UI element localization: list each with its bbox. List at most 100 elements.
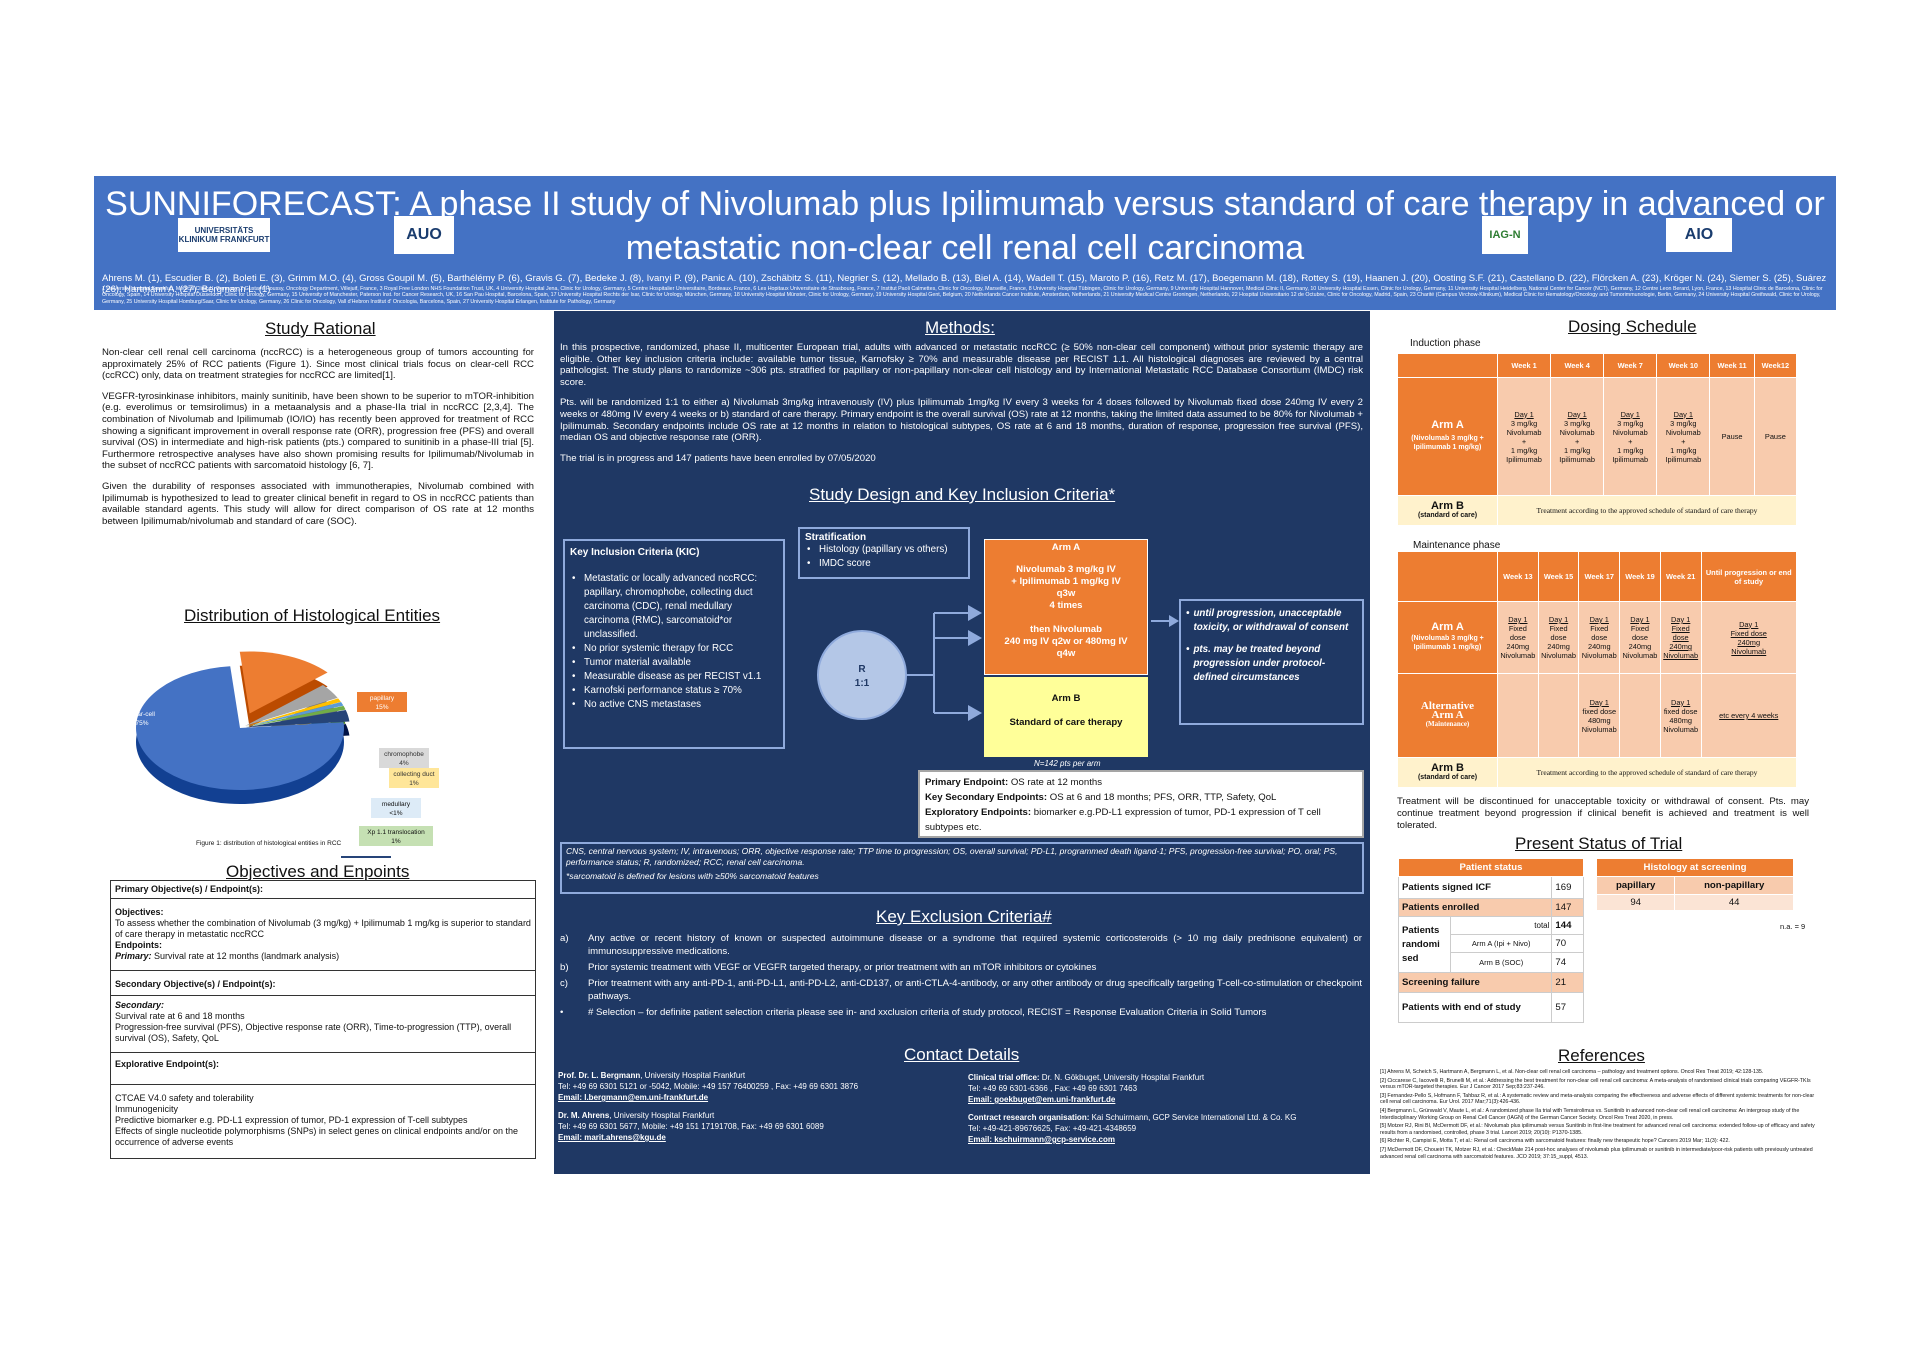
week-header: Week 10 — [1656, 353, 1711, 378]
table-row: Arm B (standard of care) Treatment accordi… — [1397, 495, 1797, 526]
pause-cell: Pause — [1709, 377, 1755, 496]
table-row: Patients signed ICF 169 — [1397, 876, 1584, 899]
pie-label-collecting: 1% — [409, 780, 419, 787]
week-header: Week 19 — [1619, 551, 1661, 602]
induction-label: Induction phase — [1410, 338, 1481, 349]
endpoints-box: Primary Endpoint: OS rate at 12 months K… — [918, 770, 1364, 838]
exclusion-list: a) Any active or recent history of known … — [560, 932, 1362, 1022]
arm-b-schedule: Treatment according to the approved sche… — [1497, 757, 1797, 788]
week-header: Until progression or end of study — [1700, 551, 1798, 602]
table-row: Patients enrolled 147 — [1397, 898, 1584, 917]
methods-paragraph-2: Pts. will be randomized 1:1 to either a)… — [560, 397, 1363, 444]
dose-cell: Day 1 fixed dose 480mg Nivolumab — [1578, 673, 1621, 758]
contact-line: Email: kschuirmann@gcp-service.com — [968, 1134, 1368, 1145]
table-row: Patients randomi sed total 144 — [1398, 916, 1584, 973]
continuation-box: • until progression, unacceptable toxicit… — [1179, 599, 1364, 725]
pie-label-collecting: collecting duct — [393, 771, 434, 778]
week-header: Week 15 — [1537, 551, 1580, 602]
table-row: Week 1 Week 4 Week 7 Week 10 Week 11 Week12 — [1397, 353, 1798, 378]
stratification-list: Histology (papillary vs others)IMDC scor… — [805, 543, 963, 571]
pie-label-box-papillary — [357, 692, 407, 712]
dose-cell: Day 1 Fixed dose 240mg Nivolumab — [1659, 601, 1702, 674]
methods-paragraph-3: The trial is in progress and 147 patient… — [560, 452, 876, 464]
pie-slice-unclassified — [245, 710, 350, 728]
contact-line: Tel: +49 69 6301-6366 , Fax: +49 69 6301… — [968, 1084, 1138, 1093]
kic-item: Measurable disease as per RECIST v1.1 — [570, 670, 778, 684]
dose-cell: Day 1 Fixed dose 240mg Nivolumab — [1619, 601, 1661, 674]
week-header: Week 7 — [1603, 353, 1658, 378]
stratification-box: Stratification Histology (papillary vs o… — [798, 527, 970, 579]
table-row: Screening failure 21 — [1397, 972, 1584, 993]
kic-title: Key Inclusion Criteria (KIC) — [570, 547, 700, 558]
email-link[interactable]: Email: kschuirmann@gcp-service.com — [968, 1135, 1115, 1144]
explorative-endpoint-body: CTCAE V4.0 safety and tolerability Immun… — [115, 1093, 519, 1147]
week-header: Week 1 — [1496, 353, 1552, 378]
kic-item: Karnofski performance status ≥ 70% — [570, 684, 778, 698]
stratification-item: IMDC score — [805, 557, 963, 571]
pie-label-box-unclassified — [341, 856, 391, 858]
week-header: Week 11 — [1709, 353, 1755, 378]
week-header: Week 17 — [1578, 551, 1621, 602]
pie-label-xp: 1% — [391, 838, 401, 845]
contact-line: Prof. Dr. L. Bergmann, University Hospit… — [558, 1071, 746, 1080]
pie-label-clear: 75% — [135, 720, 148, 727]
exclusion-item: a) Any active or recent history of known … — [560, 933, 1362, 957]
pie-label-box-medullary — [371, 798, 421, 818]
dose-cell: Day 1 Fixed dose 240mg Nivolumab — [1578, 601, 1621, 674]
arm-b-label: Arm B (standard of care) — [1397, 495, 1498, 526]
contact-line: Tel: +49-421-89676625, Fax: +49-421-4348… — [968, 1124, 1137, 1133]
table-row: Week 13 Week 15 Week 17 Week 19 Week 21 Until… — [1397, 551, 1798, 602]
contact-right: Clinical trial office: Dr. N. Gökbuget, … — [968, 1072, 1368, 1145]
title-line-1: SUNNIFORECAST: A phase II study of Nivol… — [105, 185, 1825, 223]
table-row: Arm A (Nivolumab 3 mg/kg + Ipilimumab 1 m… — [1397, 601, 1798, 674]
heading-references: References — [1558, 1046, 1645, 1065]
contact-line: Tel: +49 69 6301 5677, Mobile: +49 151 1… — [558, 1122, 824, 1131]
email-link[interactable]: Email: marit.ahrens@kgu.de — [558, 1133, 666, 1142]
heading-histology: Distribution of Histological Entities — [184, 606, 441, 625]
maintenance-table: Week 13 Week 15 Week 17 Week 19 Week 21 Until… — [1397, 551, 1798, 788]
contact-left: Prof. Dr. L. Bergmann, University Hospit… — [558, 1070, 958, 1143]
exclusion-item: • # Selection – for definite patient sele… — [560, 1007, 1267, 1018]
methods-paragraph-1: In this prospective, randomized, phase I… — [560, 342, 1363, 388]
pause-cell: Pause — [1753, 377, 1798, 496]
pie-label-medullary: medullary — [382, 801, 411, 808]
kic-item: No prior systemic therapy for RCC — [570, 642, 778, 656]
pie-label-papillary: papillary — [370, 695, 395, 702]
email-link[interactable]: Email: goekbuget@em.uni-frankfurt.de — [968, 1095, 1116, 1104]
contact-panel: Contact Details Prof. Dr. L. Bergmann, U… — [554, 1044, 1370, 1174]
reference-item: [5] Motzer RJ, Rini BI, McDermott DF, et… — [1380, 1123, 1815, 1136]
abbreviations-box: CNS, central nervous system; IV, intrave… — [560, 842, 1364, 894]
pie-label-xp: Xp 1.1 translocation — [367, 829, 425, 836]
contact-line: Contract research organisation: Kai Schu… — [968, 1113, 1297, 1122]
kic-item: Tumor material available — [570, 656, 778, 670]
arm-a-label: Arm A (Nivolumab 3 mg/kg + Ipilimumab 1 m… — [1397, 377, 1498, 496]
contact-line: Tel: +49 69 6301 5121 or -5042, Mobile: … — [558, 1082, 859, 1091]
affiliation-list: 1 University Hospital Frankfurt, Medical… — [102, 286, 1823, 305]
histology-screening-table: Histology at screening papillary non-papi… — [1595, 858, 1794, 911]
table-row: Patients with end of study 57 — [1397, 992, 1584, 1023]
pie-slice-collecting — [245, 698, 341, 727]
poster-title: SUNNIFORECAST: A phase II study of Nivol… — [94, 182, 1836, 270]
induction-table: Week 1 Week 4 Week 7 Week 10 Week 11 Week12 Ar… — [1397, 353, 1798, 526]
rationale-paragraph-2: VEGFR-tyrosinkinase inhibitors, mainly s… — [102, 390, 534, 472]
contact-line: Email: l.bergmann@em.uni-frankfurt.de — [558, 1092, 958, 1103]
pie-label-medullary: <1% — [389, 810, 402, 817]
email-link[interactable]: Email: l.bergmann@em.uni-frankfurt.de — [558, 1093, 709, 1102]
logo-auo: AUO — [394, 216, 454, 254]
contact-line: Email: marit.ahrens@kgu.de — [558, 1132, 958, 1143]
contact-line: Clinical trial office: Dr. N. Gökbuget, … — [968, 1073, 1205, 1082]
secondary-objective-header: Secondary Objective(s) / Endpoint(s): — [111, 971, 535, 996]
arm-b-schedule: Treatment according to the approved sche… — [1497, 495, 1797, 526]
patient-status-table: Patient status Patients signed ICF 169 Pa… — [1397, 858, 1584, 1023]
reference-item: [1] Ahrens M, Scheich S, Hartmann A, Ber… — [1380, 1069, 1764, 1075]
dose-cell: Day 1 Fixed dose 240mg Nivolumab — [1497, 601, 1539, 674]
arrow-to-arm-b — [968, 705, 982, 721]
heading-objectives: Objectives and Enpoints — [226, 862, 410, 881]
reference-item: [4] Bergmann L, Grünwald V, Maute L, et … — [1380, 1107, 1800, 1121]
kic-item: Metastatic or locally advanced nccRCC: p… — [570, 572, 778, 642]
primary-objective-body: Objectives: To assess whether the combin… — [111, 899, 535, 971]
heading-status: Present Status of Trial — [1515, 834, 1683, 853]
arm-a-box: Arm A Nivolumab 3 mg/kg IV + Ipilimumab … — [984, 539, 1148, 675]
primary-objective-header: Primary Objective(s) / Endpoint(s): — [111, 881, 535, 899]
